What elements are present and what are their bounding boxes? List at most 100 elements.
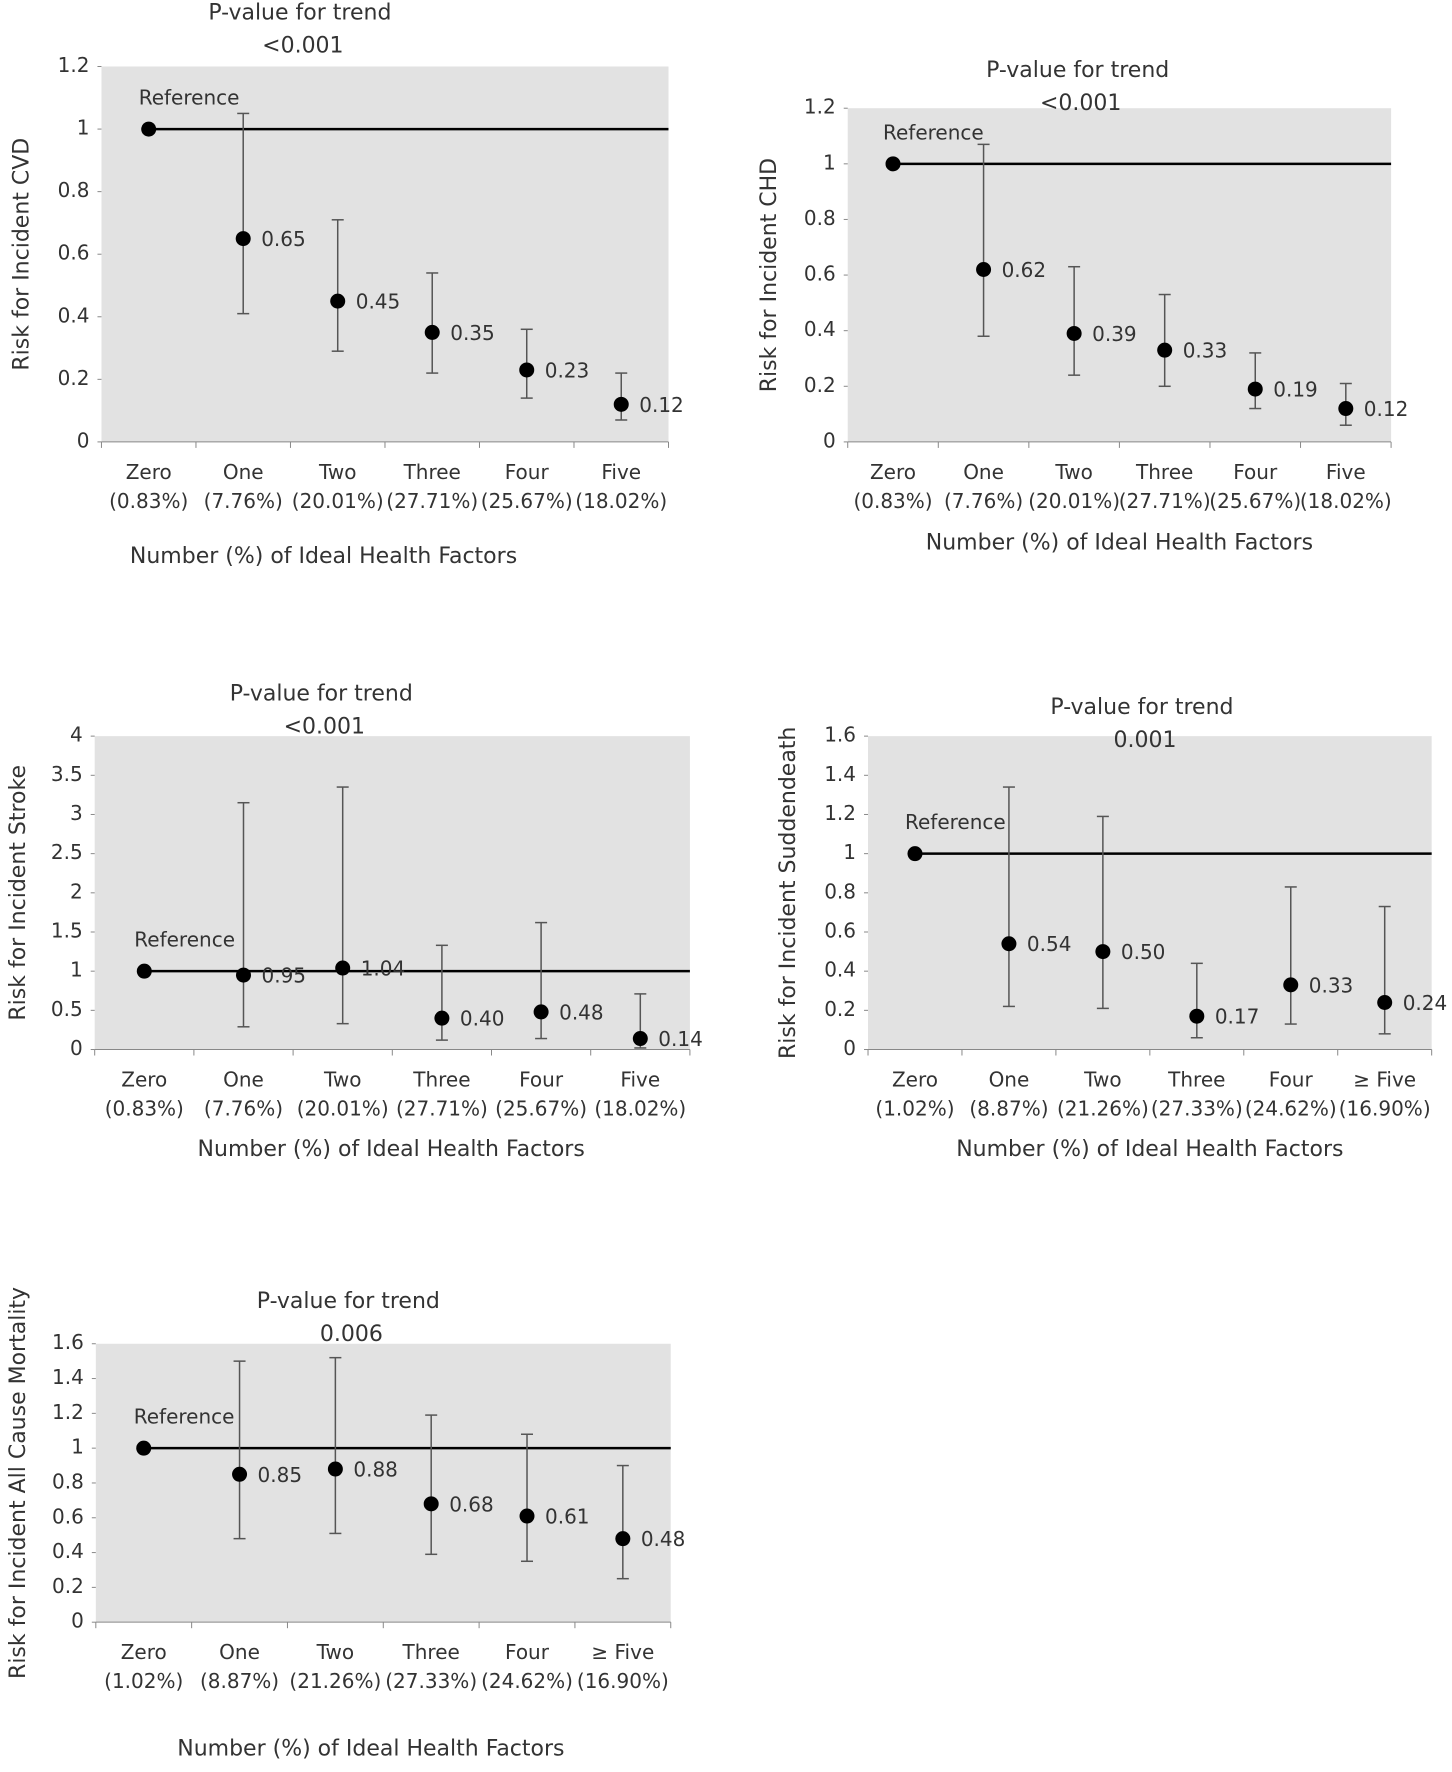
point: [335, 960, 351, 976]
value-label: 0.19: [1273, 378, 1318, 402]
x-tick-label: One: [989, 1068, 1030, 1092]
value-label: 0.33: [1183, 339, 1228, 363]
y-tick-label: 0.6: [52, 1504, 84, 1528]
point: [632, 1031, 648, 1047]
value-label: 0.39: [1092, 322, 1137, 346]
x-tick-label: (27.71%): [396, 1097, 488, 1121]
y-tick-label: 0: [843, 1036, 856, 1060]
point: [136, 1440, 152, 1456]
point: [533, 1004, 549, 1020]
x-tick-label: (7.76%): [204, 489, 283, 513]
y-tick-label: 0.6: [58, 241, 90, 265]
value-label: 0.65: [261, 227, 306, 251]
point: [141, 121, 157, 137]
chart-title: P-value for trend: [986, 58, 1169, 83]
y-tick-label: 0.6: [804, 262, 836, 286]
x-tick-label: (0.83%): [853, 489, 932, 513]
value-label: 0.68: [449, 1492, 494, 1516]
x-tick-label: (18.02%): [594, 1097, 686, 1121]
point: [1157, 342, 1173, 358]
point: [1377, 995, 1393, 1011]
x-tick-label: (20.01%): [1028, 489, 1120, 513]
point: [1001, 936, 1017, 952]
x-tick-label: (21.26%): [289, 1669, 381, 1693]
y-tick-label: 0: [71, 1609, 84, 1633]
value-label: 0.61: [545, 1505, 590, 1529]
x-tick-label: ≥ Five: [591, 1640, 654, 1664]
reference-label: Reference: [139, 86, 240, 110]
x-tick-label: Two: [318, 460, 357, 484]
y-tick-label: 1: [71, 1435, 84, 1459]
y-tick-label: 1.2: [824, 801, 856, 825]
x-tick-label: Four: [505, 460, 550, 484]
point: [327, 1461, 343, 1477]
x-tick-label: Four: [505, 1640, 550, 1664]
y-axis-title: Risk for Incident Stroke: [6, 765, 31, 1021]
x-tick-label: One: [223, 1068, 264, 1092]
y-tick-label: 0.8: [804, 206, 836, 230]
y-tick-label: 3.5: [51, 762, 83, 786]
y-axis-title: Risk for Incident CHD: [757, 158, 782, 392]
x-tick-label: ≥ Five: [1353, 1068, 1416, 1092]
y-tick-label: 0.2: [52, 1574, 84, 1598]
x-tick-label: Three: [1135, 460, 1193, 484]
x-tick-label: (27.71%): [386, 489, 478, 513]
x-tick-label: (0.83%): [105, 1097, 184, 1121]
x-tick-label: Three: [403, 460, 461, 484]
y-tick-label: 1.2: [804, 95, 836, 119]
chart-subtitle: <0.001: [262, 34, 343, 59]
value-label: 0.12: [639, 393, 684, 417]
y-tick-label: 0.4: [58, 303, 90, 327]
point: [519, 362, 535, 378]
y-tick-label: 0: [70, 1036, 83, 1060]
y-tick-label: 0: [823, 428, 836, 452]
point: [885, 156, 901, 172]
x-tick-label: (0.83%): [109, 489, 188, 513]
x-tick-label: Zero: [870, 460, 916, 484]
x-tick-label: Five: [1326, 460, 1366, 484]
reference-label: Reference: [883, 120, 984, 144]
x-tick-label: Two: [323, 1068, 362, 1092]
chart-title: P-value for trend: [1050, 695, 1233, 720]
y-tick-label: 0.4: [52, 1539, 84, 1563]
x-tick-label: (1.02%): [104, 1669, 183, 1693]
y-tick-label: 0.2: [58, 366, 90, 390]
y-axis-title: Risk for Incident CVD: [10, 138, 35, 371]
x-tick-label: Three: [1167, 1068, 1225, 1092]
x-tick-label: Two: [316, 1640, 355, 1664]
point: [1247, 381, 1263, 397]
x-tick-label: Four: [519, 1068, 564, 1092]
x-tick-label: One: [963, 460, 1004, 484]
point: [976, 261, 992, 277]
value-label: 0.40: [460, 1007, 505, 1031]
point: [434, 1010, 450, 1026]
value-label: 0.23: [545, 358, 590, 382]
point: [1338, 401, 1354, 417]
x-tick-label: Two: [1054, 460, 1093, 484]
plot-area: [94, 736, 690, 1050]
y-tick-label: 1.6: [824, 723, 856, 747]
x-tick-label: (7.76%): [944, 489, 1023, 513]
x-tick-label: (27.33%): [385, 1669, 477, 1693]
x-tick-label: Four: [1269, 1068, 1314, 1092]
y-tick-label: 1.6: [52, 1330, 84, 1354]
y-tick-label: 2: [70, 879, 83, 903]
point: [1283, 977, 1299, 993]
reference-label: Reference: [134, 928, 235, 952]
x-tick-label: (27.33%): [1151, 1097, 1243, 1121]
point: [1189, 1008, 1205, 1024]
value-label: 0.48: [559, 1000, 604, 1024]
x-tick-label: Three: [412, 1068, 470, 1092]
value-label: 0.24: [1403, 991, 1448, 1015]
value-label: 0.12: [1364, 397, 1409, 421]
x-tick-label: (25.67%): [1209, 489, 1301, 513]
point: [1066, 325, 1082, 341]
chart-title: P-value for trend: [230, 681, 413, 706]
x-axis-title: Number (%) of Ideal Health Factors: [926, 530, 1313, 555]
y-tick-label: 0.2: [824, 997, 856, 1021]
reference-label: Reference: [134, 1405, 235, 1429]
y-tick-label: 2.5: [51, 840, 83, 864]
y-tick-label: 4: [70, 723, 83, 747]
x-tick-label: Five: [601, 460, 641, 484]
x-tick-label: Three: [402, 1640, 460, 1664]
